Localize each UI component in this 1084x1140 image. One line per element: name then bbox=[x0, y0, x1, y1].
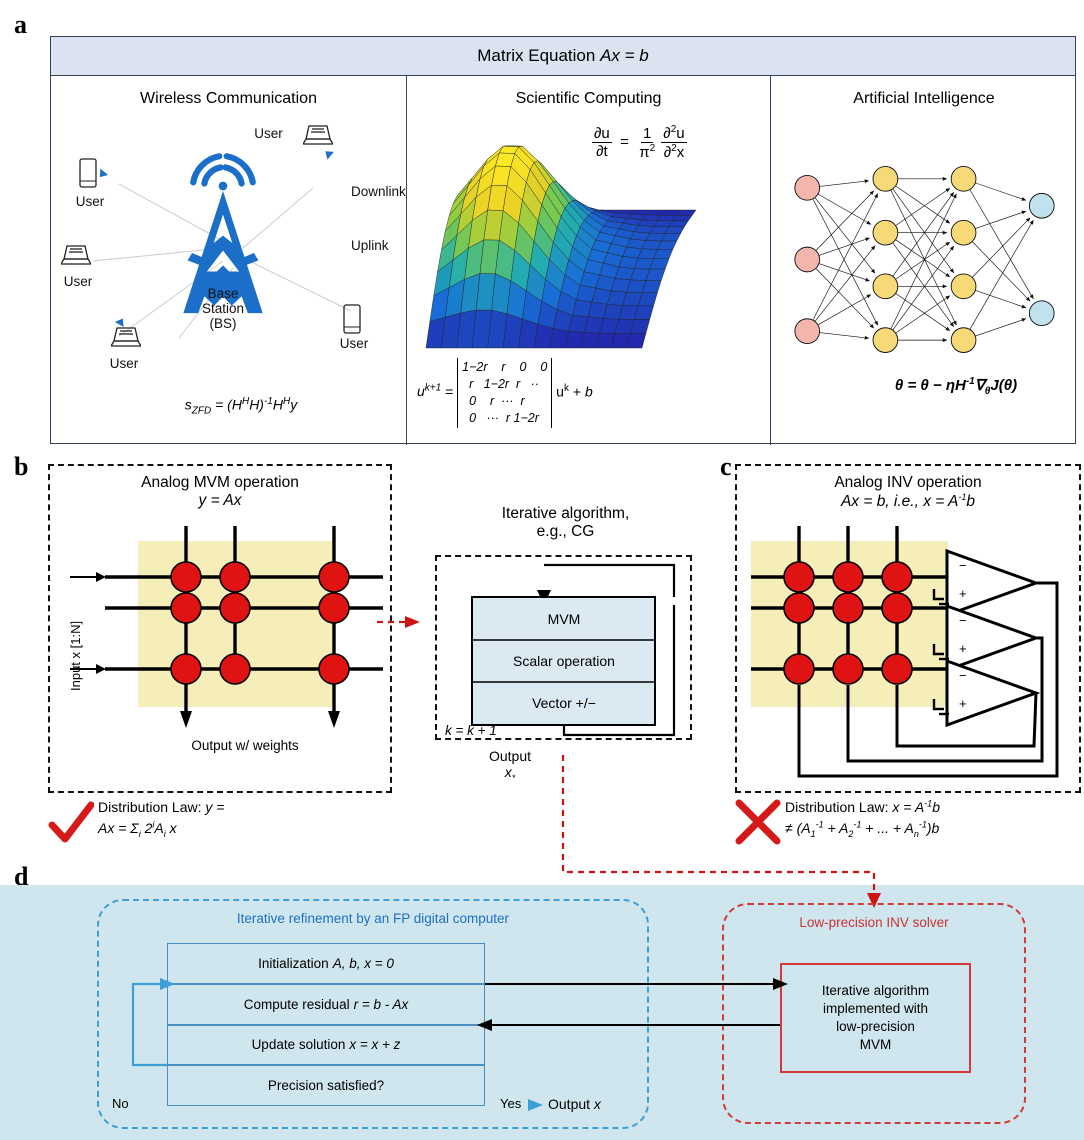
svg-text:−: − bbox=[959, 613, 967, 628]
svg-text:−: − bbox=[959, 558, 967, 573]
svg-text:+: + bbox=[959, 696, 967, 711]
svg-text:+: + bbox=[959, 641, 967, 656]
svg-text:Scalar operation: Scalar operation bbox=[513, 653, 615, 669]
svg-text:Vector +/−: Vector +/− bbox=[532, 695, 596, 711]
svg-text:MVM: MVM bbox=[548, 611, 581, 627]
svg-text:+: + bbox=[959, 586, 967, 601]
svg-text:−: − bbox=[959, 668, 967, 683]
